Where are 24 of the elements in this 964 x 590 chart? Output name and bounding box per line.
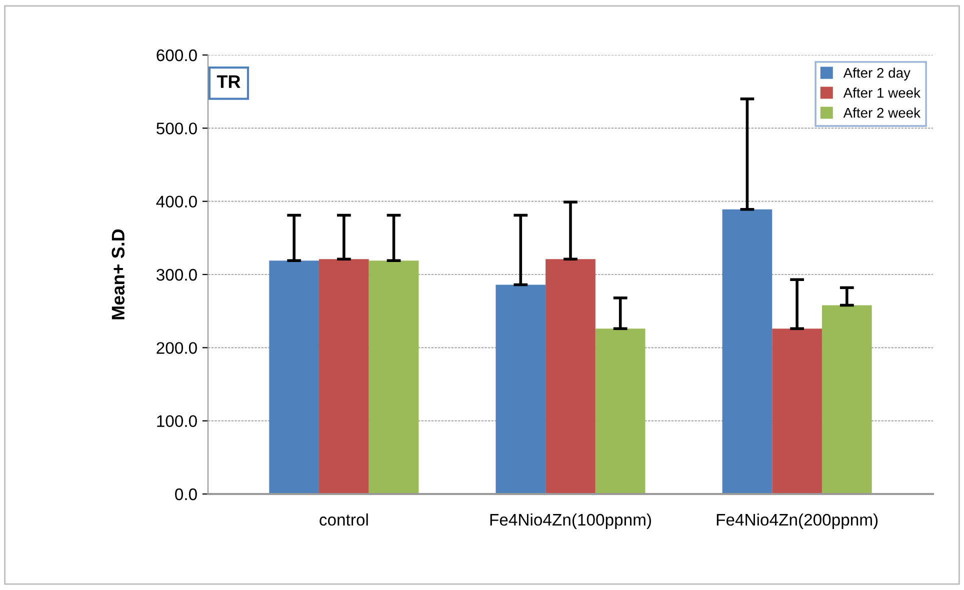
bar xyxy=(368,260,419,494)
x-tick-label: Fe4Nio4Zn(100ppnm) xyxy=(490,513,651,529)
bar xyxy=(496,284,546,494)
bar xyxy=(546,259,596,494)
annotation: TR xyxy=(216,75,240,88)
bar xyxy=(722,209,772,494)
bar xyxy=(319,259,369,494)
legend-label: After 2 day xyxy=(843,68,910,81)
y-tick-label: 500.0 xyxy=(156,122,197,134)
legend-label: After 2 week xyxy=(843,108,921,118)
x-tick-label: control xyxy=(320,513,368,526)
bar xyxy=(822,305,872,494)
y-tick-label: 0.0 xyxy=(175,488,197,500)
legend-label: After 1 week xyxy=(843,88,921,98)
y-tick-label: 600.0 xyxy=(156,49,197,62)
x-tick-label: Fe4Nio4Zn(200ppnm) xyxy=(716,513,878,529)
y-tick-label: 200.0 xyxy=(156,342,197,354)
y-tick-label: 400.0 xyxy=(156,196,197,208)
y-tick-label: 300.0 xyxy=(156,268,197,281)
bar xyxy=(269,260,320,494)
bar xyxy=(595,328,646,494)
bar xyxy=(772,328,822,494)
y-tick-label: 100.0 xyxy=(157,415,197,428)
y-axis-title: Mean+ S.D xyxy=(112,229,125,320)
